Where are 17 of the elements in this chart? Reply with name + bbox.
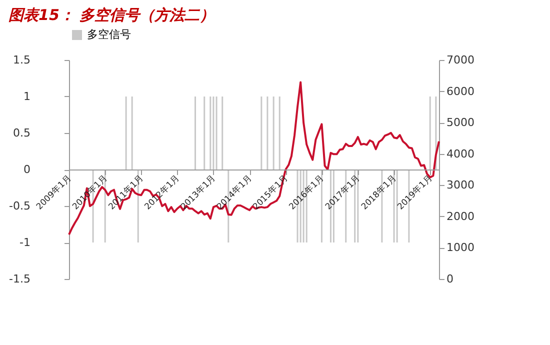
legend-label: 多空信号	[87, 28, 131, 41]
y-tick-label: -1.5	[9, 272, 30, 286]
y-tick-label: -0.5	[9, 200, 30, 212]
y-tick-label: 0	[24, 163, 30, 176]
y2-tick-label: 4000	[446, 147, 474, 160]
y-tick-label: 1.5	[13, 54, 30, 66]
y2-tick-label: 2000	[446, 210, 474, 223]
y2-tick-label: 1000	[446, 241, 474, 254]
y2-tick-label: 6000	[446, 84, 474, 98]
y2-tick-label: 5000	[446, 116, 474, 130]
y2-tick-label: 3000	[446, 178, 474, 192]
chart-title: 图表15： 多空信号（方法二）	[8, 6, 215, 24]
y-tick-label: -1	[20, 236, 30, 249]
y2-tick-label: 0	[446, 272, 454, 286]
y2-tick-label: 7000	[446, 54, 474, 66]
y-tick-label: 0.5	[13, 126, 30, 140]
y-tick-label: 1	[24, 90, 30, 103]
